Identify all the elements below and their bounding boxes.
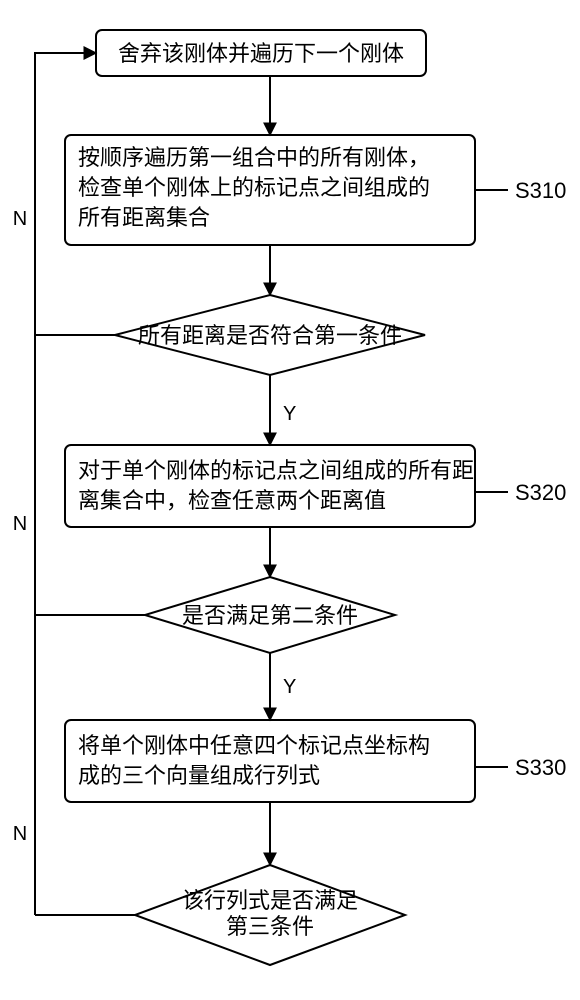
node-s310-line3: 所有距离集合 (78, 205, 210, 230)
node-s320-line2: 离集合中，检查任意两个距离值 (78, 488, 386, 513)
node-discard-text: 舍弃该刚体并遍历下一个刚体 (118, 41, 404, 66)
label-y2: Y (283, 676, 296, 698)
node-s330-line1: 将单个刚体中任意四个标记点坐标构 (78, 733, 430, 758)
label-n1: N (13, 208, 27, 230)
node-s330-line2: 成的三个向量组成行列式 (78, 763, 320, 788)
node-s310-line2: 检查单个刚体上的标记点之间组成的 (78, 175, 430, 200)
label-n2: N (13, 513, 27, 535)
node-s310-line1: 按顺序遍历第一组合中的所有刚体， (78, 145, 430, 170)
node-d3-line1: 该行列式是否满足 (182, 888, 358, 913)
label-n3: N (13, 823, 27, 845)
node-d3-line2: 第三条件 (226, 914, 314, 939)
node-d2-text: 是否满足第二条件 (182, 603, 358, 628)
step-label-s320: S320 (515, 480, 566, 505)
step-label-s330: S330 (515, 755, 566, 780)
node-s320-line1: 对于单个刚体的标记点之间组成的所有距 (78, 458, 474, 483)
step-label-s310: S310 (515, 178, 566, 203)
label-y1: Y (283, 403, 296, 425)
node-d1-text: 所有距离是否符合第一条件 (138, 323, 402, 348)
